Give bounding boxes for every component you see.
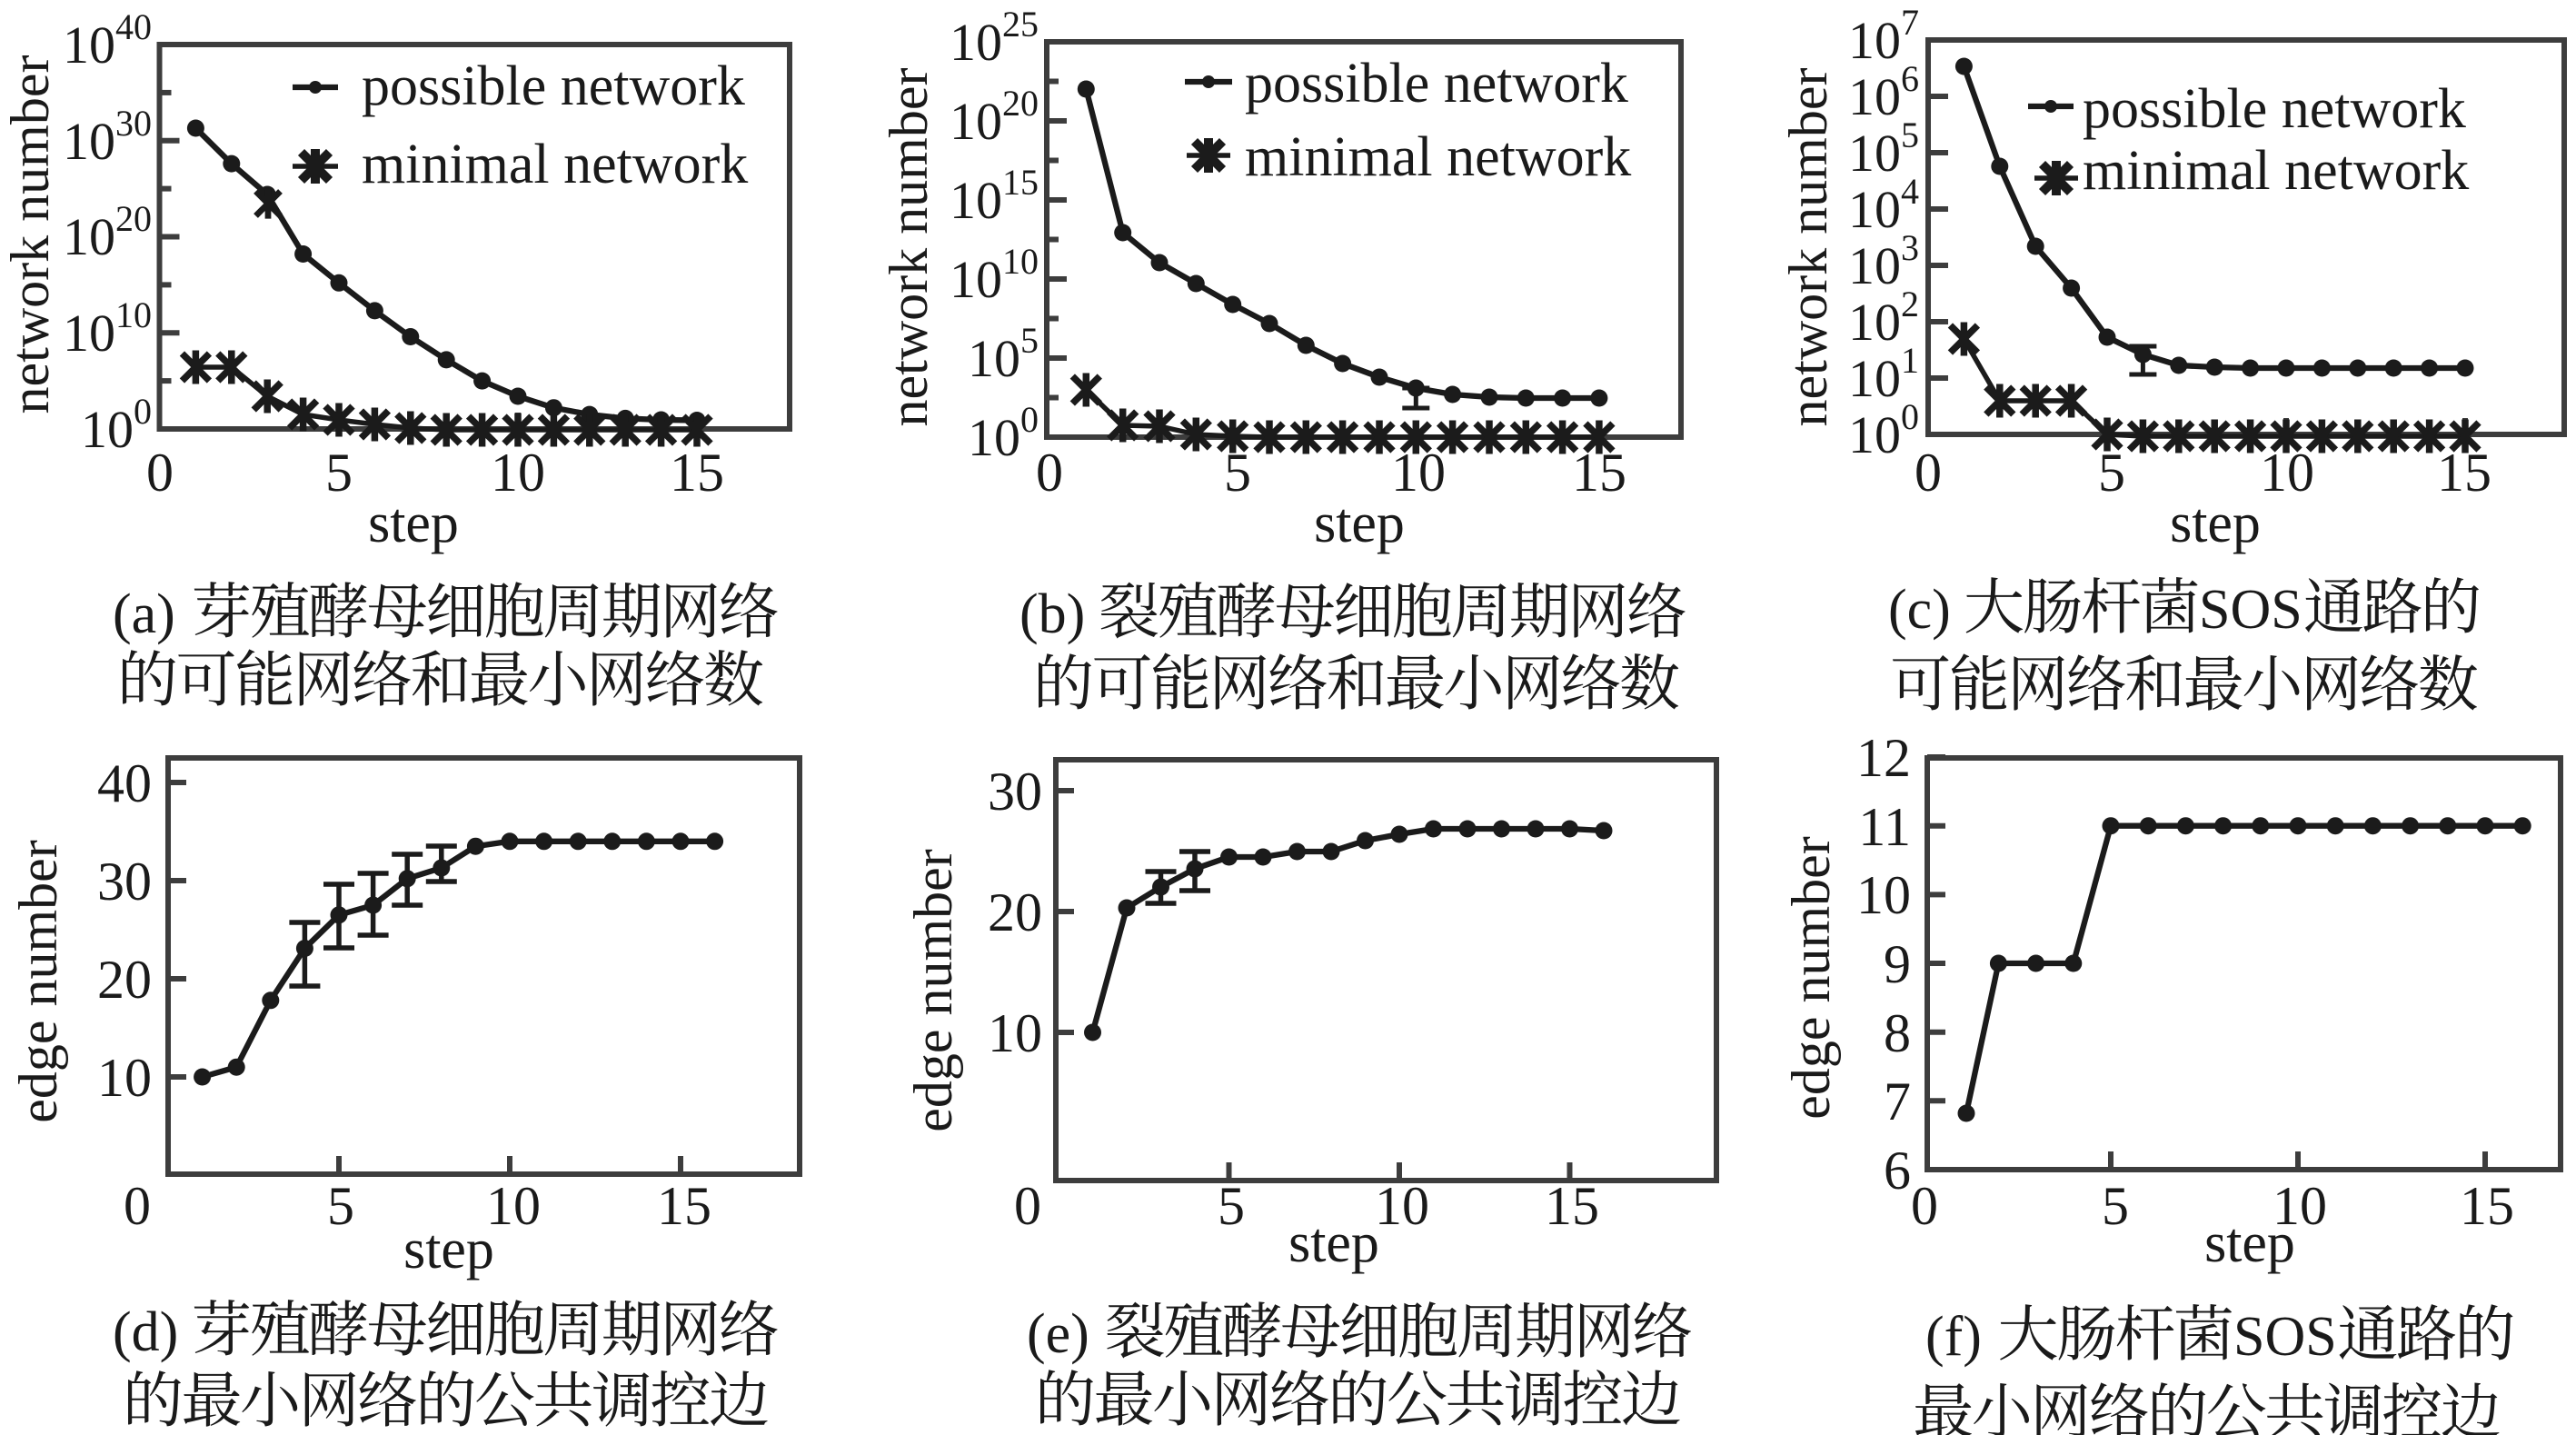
svg-text:40: 40 <box>97 753 152 813</box>
svg-text:network number: network number <box>0 55 60 414</box>
svg-text:20: 20 <box>97 950 152 1010</box>
svg-text:30: 30 <box>988 762 1042 822</box>
svg-text:edge number: edge number <box>1781 836 1841 1120</box>
svg-text:30: 30 <box>97 852 152 912</box>
svg-text:0: 0 <box>124 1176 151 1236</box>
svg-text:1020: 1020 <box>63 198 152 266</box>
svg-text:step: step <box>403 1219 494 1281</box>
svg-text:8: 8 <box>1884 1003 1911 1063</box>
svg-text:9: 9 <box>1884 934 1911 994</box>
svg-text:(e): (e) <box>1027 1303 1089 1365</box>
svg-text:0: 0 <box>1014 1176 1041 1236</box>
svg-text:step: step <box>2204 1212 2295 1274</box>
svg-text:6: 6 <box>1884 1141 1911 1201</box>
svg-text:10: 10 <box>97 1048 152 1108</box>
svg-text:(f): (f) <box>1925 1306 1982 1368</box>
svg-text:5: 5 <box>2098 443 2125 503</box>
svg-text:0: 0 <box>1036 443 1063 503</box>
svg-text:step: step <box>368 493 459 554</box>
svg-text:10: 10 <box>1856 865 1911 925</box>
svg-text:possible network: possible network <box>1245 53 1628 115</box>
svg-text:0: 0 <box>1915 443 1942 503</box>
svg-text:11: 11 <box>1858 797 1911 857</box>
svg-text:10: 10 <box>491 443 545 503</box>
svg-text:15: 15 <box>2460 1176 2514 1236</box>
svg-text:0: 0 <box>1911 1176 1938 1236</box>
svg-text:possible network: possible network <box>2083 78 2466 140</box>
svg-text:10: 10 <box>988 1003 1042 1063</box>
svg-text:step: step <box>1314 493 1405 554</box>
svg-text:network number: network number <box>1778 68 1838 427</box>
svg-text:10: 10 <box>486 1176 541 1236</box>
svg-text:15: 15 <box>670 443 724 503</box>
svg-text:15: 15 <box>657 1176 711 1236</box>
svg-text:0: 0 <box>146 443 174 503</box>
svg-text:10: 10 <box>2273 1176 2327 1236</box>
svg-text:step: step <box>2170 493 2261 554</box>
svg-text:1030: 1030 <box>63 103 152 171</box>
svg-text:possible network: possible network <box>362 55 745 117</box>
svg-text:1025: 1025 <box>950 4 1039 72</box>
svg-text:12: 12 <box>1856 728 1911 788</box>
svg-text:5: 5 <box>1224 443 1251 503</box>
svg-text:step: step <box>1288 1212 1379 1274</box>
svg-text:7: 7 <box>1884 1071 1911 1131</box>
svg-text:20: 20 <box>988 882 1042 942</box>
svg-text:(b): (b) <box>1019 583 1085 645</box>
svg-text:(a): (a) <box>113 583 175 645</box>
svg-text:minimal network: minimal network <box>1245 126 1631 188</box>
svg-text:minimal network: minimal network <box>2083 140 2469 202</box>
svg-text:15: 15 <box>1545 1176 1599 1236</box>
svg-text:network number: network number <box>879 68 939 427</box>
svg-text:1010: 1010 <box>950 241 1039 309</box>
svg-text:edge number: edge number <box>8 840 68 1123</box>
svg-text:edge number: edge number <box>903 849 963 1132</box>
svg-text:minimal network: minimal network <box>362 134 748 195</box>
svg-text:5: 5 <box>1218 1176 1245 1236</box>
svg-text:10: 10 <box>1375 1176 1429 1236</box>
svg-text:5: 5 <box>2102 1176 2129 1236</box>
svg-text:(c): (c) <box>1888 579 1951 641</box>
svg-text:(d): (d) <box>113 1301 178 1363</box>
svg-text:SOS: SOS <box>2199 579 2302 641</box>
svg-text:SOS: SOS <box>2233 1306 2337 1368</box>
svg-text:5: 5 <box>327 1176 354 1236</box>
svg-text:5: 5 <box>325 443 353 503</box>
